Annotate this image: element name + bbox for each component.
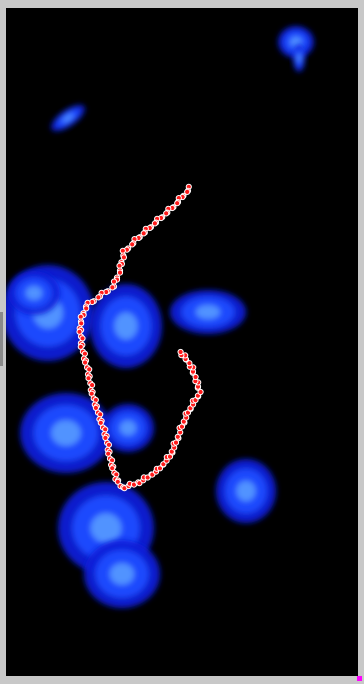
- track-point: [77, 343, 84, 350]
- heat-blob: [293, 44, 305, 72]
- track-point: [186, 360, 193, 367]
- track-point: [86, 366, 93, 373]
- track-point: [85, 375, 92, 382]
- heat-blob: [102, 404, 154, 452]
- track-point: [163, 210, 170, 217]
- heat-blob-layer-shape: [51, 420, 81, 446]
- track-point: [140, 230, 147, 237]
- track-point: [105, 441, 113, 448]
- heat-blob-layer-shape: [90, 513, 122, 543]
- track-point: [151, 220, 158, 227]
- heat-blob-layer-shape: [119, 420, 137, 436]
- heat-blob: [20, 393, 112, 473]
- trajectory-track: [76, 183, 204, 492]
- track-point: [82, 359, 89, 366]
- heat-blob-layer-shape: [62, 113, 74, 123]
- track-point: [102, 434, 109, 441]
- track-point: [197, 388, 204, 396]
- heatmap-canvas: [6, 26, 314, 608]
- heat-blob-layer-shape: [109, 563, 135, 585]
- track-point: [129, 241, 136, 248]
- heat-blob: [50, 104, 86, 132]
- heat-blob-layer-shape: [297, 53, 301, 63]
- heat-blob: [170, 290, 246, 334]
- track-point: [81, 350, 89, 357]
- track-point: [177, 348, 184, 356]
- heatmap-viewport[interactable]: [6, 8, 358, 676]
- splitter-handle-icon[interactable]: [0, 312, 3, 366]
- track-point: [89, 382, 96, 389]
- heat-blob-layer-shape: [114, 312, 138, 340]
- heat-blob: [216, 459, 276, 523]
- heat-blob: [90, 284, 162, 368]
- heat-blob-layer-shape: [236, 480, 256, 502]
- resize-marker-icon[interactable]: [357, 676, 362, 681]
- heat-blob: [84, 540, 160, 608]
- heat-blob-layer: [6, 26, 314, 608]
- track-point: [95, 294, 102, 301]
- track-point: [120, 254, 128, 261]
- track-point: [97, 419, 104, 426]
- track-point: [109, 284, 116, 291]
- heat-blob: [8, 271, 60, 315]
- heat-blob-layer-shape: [25, 285, 43, 301]
- track-point: [174, 200, 181, 207]
- heat-blob-layer-shape: [195, 304, 221, 320]
- track-point: [184, 188, 191, 195]
- track-point: [116, 269, 124, 276]
- track-point: [83, 305, 90, 312]
- track-point: [110, 278, 118, 285]
- track-point: [192, 373, 199, 381]
- track-point: [114, 478, 121, 485]
